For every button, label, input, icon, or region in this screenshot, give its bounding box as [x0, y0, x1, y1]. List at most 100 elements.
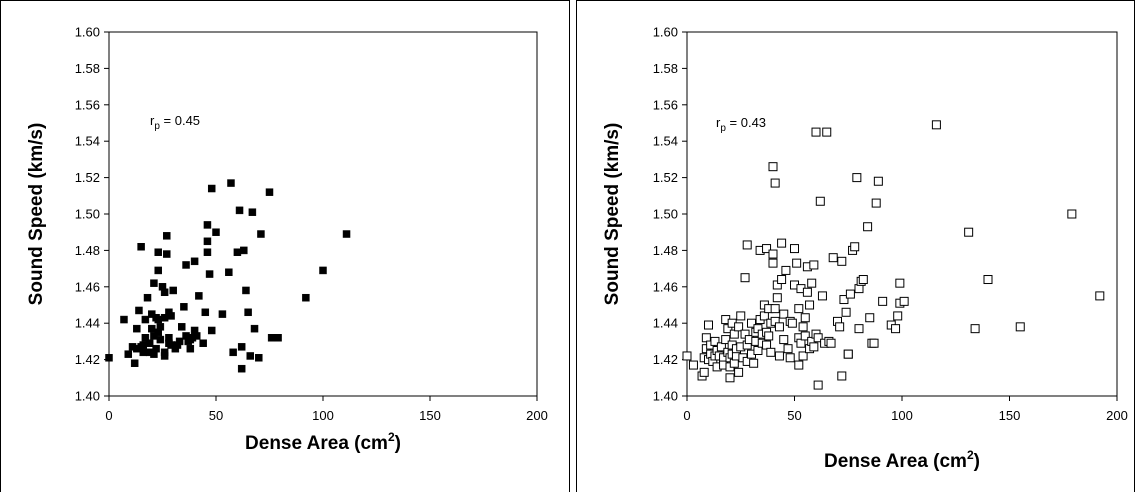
data-point	[190, 257, 199, 266]
data-point	[250, 324, 259, 333]
data-point	[160, 288, 169, 297]
x-tick-label: 100	[312, 408, 334, 423]
data-point	[850, 242, 860, 252]
data-point	[792, 258, 802, 268]
data-point	[964, 227, 974, 237]
data-point	[815, 196, 825, 206]
data-point	[218, 310, 227, 318]
data-point	[242, 286, 250, 295]
data-point	[895, 278, 905, 288]
data-point	[319, 266, 327, 275]
data-point	[178, 323, 186, 331]
y-tick-label: 1.46	[75, 279, 100, 294]
x-tick-label: 50	[787, 408, 801, 423]
data-point	[813, 333, 823, 343]
data-point	[163, 232, 171, 240]
data-point	[734, 367, 744, 377]
data-point	[772, 293, 782, 303]
data-point	[779, 309, 789, 319]
data-point	[828, 253, 838, 263]
y-tick-label: 1.52	[653, 170, 678, 185]
data-point	[124, 350, 133, 358]
data-point	[822, 127, 832, 137]
data-point	[139, 341, 147, 349]
data-point	[766, 347, 776, 357]
data-point	[267, 334, 276, 342]
x-tick-label: 150	[419, 408, 441, 423]
y-tick-label: 1.54	[75, 134, 100, 149]
data-point	[710, 336, 720, 346]
data-point	[770, 304, 780, 314]
data-point	[143, 293, 152, 302]
data-point	[240, 246, 248, 255]
data-point	[841, 307, 851, 317]
data-point	[1095, 291, 1105, 301]
data-point	[742, 240, 752, 250]
data-point	[794, 304, 804, 314]
data-point	[203, 248, 212, 256]
data-point	[736, 311, 746, 321]
data-point	[141, 315, 150, 324]
data-point	[682, 351, 692, 361]
y-tick-label: 1.54	[653, 134, 678, 149]
y-axis-title: Sound Speed (km/s)	[26, 123, 47, 306]
data-point	[779, 335, 789, 345]
data-point	[257, 230, 265, 238]
y-tick-label: 1.44	[75, 316, 100, 331]
x-tick-label: 200	[526, 408, 548, 423]
data-point	[156, 335, 165, 344]
data-point	[227, 179, 235, 187]
data-point	[160, 352, 169, 360]
data-point	[983, 275, 993, 285]
x-axis-title: Dense Area (cm2)	[245, 430, 401, 454]
data-point	[137, 243, 145, 251]
data-point	[800, 331, 810, 341]
y-tick-label: 1.48	[653, 243, 678, 258]
data-point	[807, 278, 817, 288]
data-point	[783, 344, 793, 354]
scatter-panel-left: 1.40 1.42 1.44 1.46 1.48 1.50 1.52 1.54 1.56 1.58…	[0, 0, 570, 492]
data-point	[790, 244, 799, 254]
data-point	[148, 324, 156, 333]
data-point	[154, 315, 162, 324]
data-point	[725, 373, 735, 383]
data-point	[835, 322, 845, 332]
data-point	[237, 343, 246, 351]
data-point	[244, 308, 252, 317]
data-point	[139, 348, 147, 357]
data-point	[931, 120, 941, 130]
data-point	[105, 354, 113, 362]
data-point	[225, 268, 233, 276]
data-point	[246, 352, 254, 360]
data-point	[768, 162, 778, 172]
data-point	[235, 206, 244, 215]
x-tick-label: 0	[105, 408, 112, 423]
data-point	[205, 270, 214, 278]
data-point	[768, 258, 778, 268]
scatter-chart-right: 1.40 1.42 1.44 1.46 1.48 1.50 1.52 1.54 1.56 1.58…	[576, 0, 1135, 492]
data-point	[800, 313, 810, 323]
x-tick-label: 150	[999, 408, 1021, 423]
data-point	[195, 292, 203, 300]
data-point	[182, 261, 190, 269]
x-tick-label: 100	[891, 408, 913, 423]
scatter-chart-left: 1.40 1.42 1.44 1.46 1.48 1.50 1.52 1.54 1.56 1.58…	[0, 0, 570, 492]
correlation-annotation: rp = 0.45	[150, 113, 200, 132]
data-point	[233, 248, 242, 256]
data-point	[740, 273, 750, 283]
data-point	[774, 322, 784, 332]
data-point	[186, 344, 195, 353]
data-point	[255, 354, 263, 362]
data-point	[199, 339, 207, 347]
data-point	[163, 250, 171, 258]
data-point	[869, 338, 879, 348]
data-point	[152, 344, 160, 353]
data-point	[802, 287, 812, 297]
data-point	[203, 221, 212, 229]
data-point	[865, 313, 875, 323]
x-tick-label: 0	[683, 408, 690, 423]
y-tick-label: 1.60	[653, 25, 678, 40]
data-point	[229, 348, 237, 357]
data-point	[207, 184, 216, 193]
data-point	[837, 256, 847, 266]
